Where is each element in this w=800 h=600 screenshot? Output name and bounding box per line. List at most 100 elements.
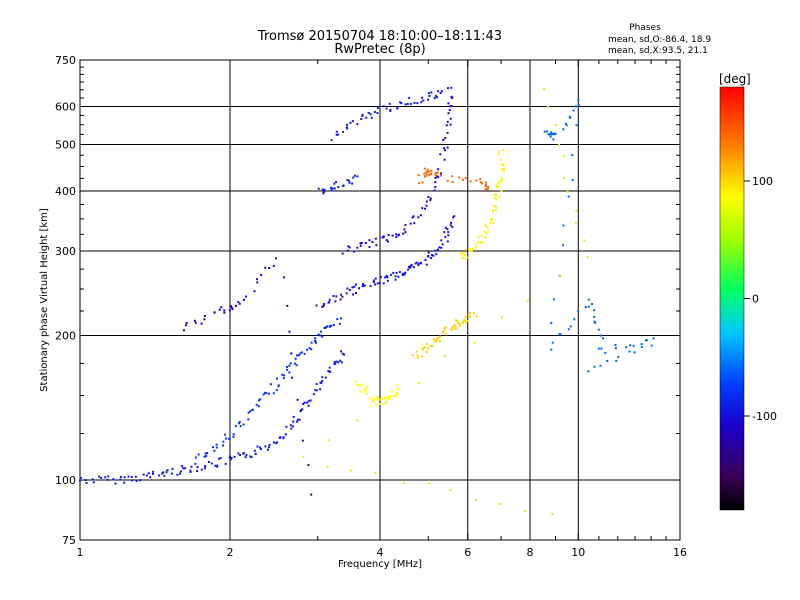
data-point	[480, 234, 483, 237]
data-point	[293, 362, 296, 365]
data-point	[441, 331, 444, 334]
data-point	[242, 423, 245, 426]
data-point	[292, 425, 295, 428]
y-tick-label: 500	[55, 139, 76, 152]
data-point	[466, 319, 469, 322]
data-point	[324, 376, 327, 379]
data-point	[617, 355, 620, 358]
data-point	[479, 241, 482, 244]
data-point	[491, 210, 494, 213]
colorbar-tick-label: 100	[752, 175, 773, 188]
data-point	[553, 133, 556, 136]
data-point	[451, 325, 454, 328]
data-point	[502, 164, 505, 167]
data-point	[374, 471, 377, 474]
data-point	[203, 467, 206, 470]
data-point	[362, 383, 365, 386]
y-tick-label: 400	[55, 185, 76, 198]
data-point	[451, 225, 454, 228]
colorbar-label: [deg	[719, 72, 746, 86]
data-point	[106, 478, 109, 481]
data-point	[601, 337, 604, 340]
data-point	[204, 452, 207, 455]
data-point	[495, 186, 498, 189]
data-point	[131, 479, 134, 482]
data-point	[502, 149, 505, 152]
data-point	[348, 289, 351, 292]
data-point	[436, 96, 439, 99]
data-point	[331, 187, 334, 190]
data-point	[230, 306, 233, 309]
data-point	[251, 408, 254, 411]
data-point	[435, 340, 438, 343]
data-point	[381, 397, 384, 400]
data-point	[423, 346, 426, 349]
data-point	[119, 475, 122, 478]
data-point	[450, 104, 453, 107]
data-point	[372, 400, 375, 403]
data-point	[332, 324, 335, 327]
data-point	[282, 436, 285, 439]
data-point	[356, 383, 359, 386]
data-point	[444, 226, 447, 229]
data-point	[351, 182, 354, 185]
data-point	[283, 276, 286, 279]
data-point	[427, 347, 430, 350]
data-point	[228, 455, 231, 458]
data-point	[310, 348, 313, 351]
data-point	[498, 150, 501, 153]
data-point	[301, 439, 304, 442]
data-point	[432, 254, 435, 257]
data-point	[427, 170, 430, 173]
data-point	[357, 383, 360, 386]
data-point	[92, 481, 95, 484]
data-point	[303, 401, 306, 404]
data-point	[338, 322, 341, 325]
data-point	[435, 253, 438, 256]
data-point	[373, 398, 376, 401]
data-point	[359, 242, 362, 245]
data-point	[323, 327, 326, 330]
data-point	[465, 315, 468, 318]
data-point	[501, 177, 504, 180]
data-point	[419, 214, 422, 217]
data-point	[259, 398, 262, 401]
data-point	[453, 327, 456, 330]
data-point	[319, 334, 322, 337]
data-point	[412, 266, 415, 269]
data-point	[369, 113, 372, 116]
data-point	[557, 143, 560, 146]
data-point	[200, 322, 203, 325]
data-point	[264, 266, 267, 269]
data-point	[378, 398, 381, 401]
data-point	[485, 232, 488, 235]
data-point	[404, 271, 407, 274]
data-point	[550, 321, 553, 324]
data-point	[554, 132, 557, 135]
data-point	[182, 329, 185, 332]
data-point	[361, 113, 364, 116]
data-point	[475, 499, 478, 502]
data-point	[194, 462, 197, 465]
data-point	[427, 251, 430, 254]
data-point	[330, 189, 333, 192]
data-point	[238, 420, 241, 423]
data-point	[217, 457, 220, 460]
data-point	[464, 248, 467, 251]
data-point	[215, 446, 218, 449]
data-point	[314, 389, 317, 392]
data-point	[339, 317, 342, 320]
data-point	[471, 247, 474, 250]
data-point	[242, 452, 245, 455]
data-point	[568, 115, 571, 118]
data-point	[450, 86, 453, 89]
data-point	[79, 476, 82, 479]
data-point	[447, 231, 450, 234]
data-point	[196, 466, 199, 469]
data-point	[443, 354, 446, 357]
y-tick-label: 300	[55, 245, 76, 258]
data-point	[417, 174, 420, 177]
data-point	[551, 133, 554, 136]
data-point	[494, 209, 497, 212]
data-point	[475, 246, 478, 249]
